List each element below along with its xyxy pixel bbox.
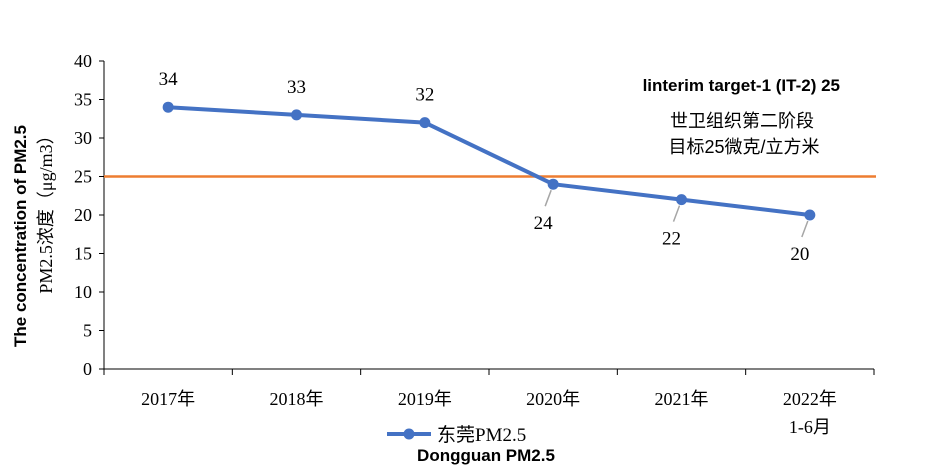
legend-label: 东莞PM2.5 [437, 424, 526, 446]
legend-marker [403, 428, 415, 440]
data-point [291, 109, 302, 121]
x-axis-ticks: 2017年 2018年 2019年 2020年 2021年 2022年 1-6月 [103, 369, 875, 437]
y-tick-label: 30 [74, 128, 92, 148]
reference-line-label-cn-2: 目标25微克/立方米 [668, 137, 819, 157]
data-label: 22 [662, 229, 681, 250]
data-label: 32 [415, 85, 434, 106]
y-tick-label: 5 [83, 321, 92, 341]
data-point [676, 194, 687, 206]
data-label: 20 [790, 244, 809, 265]
y-tick-label: 0 [83, 359, 92, 379]
data-point [804, 209, 816, 221]
reference-line-label: linterim target-1 (IT-2) 25 [643, 76, 840, 95]
y-axis-ticks: 0 5 10 15 20 25 30 35 40 [74, 51, 104, 379]
data-label: 24 [534, 213, 554, 234]
y-tick-label: 20 [74, 205, 92, 225]
series-line [168, 105, 811, 217]
x-tick-label: 2021年 [655, 389, 709, 409]
y-axis-title-line-2: PM2.5浓度（μg/m3） [36, 126, 56, 293]
y-tick-label: 25 [74, 167, 92, 187]
y-tick-label: 35 [74, 90, 92, 110]
data-point [162, 101, 174, 113]
data-label: 33 [287, 77, 306, 98]
data-point [547, 178, 559, 190]
y-tick-label: 15 [74, 244, 92, 264]
legend-sublabel: Dongguan PM2.5 [417, 446, 555, 465]
x-tick-label: 2020年 [526, 389, 580, 409]
data-label-leader [544, 189, 552, 207]
y-tick-label: 40 [74, 51, 92, 71]
reference-line-label-cn: 世卫组织第二阶段 [670, 111, 814, 131]
x-tick-label: 2019年 [398, 389, 452, 409]
series-group [162, 101, 816, 221]
y-tick-label: 10 [74, 282, 92, 302]
y-axis-title: The concentration of PM2.5 PM2.5浓度（μg/m3） [11, 125, 56, 347]
reference-line-group: linterim target-1 (IT-2) 25 世卫组织第二阶段目标25微… [104, 76, 876, 178]
x-tick-label: 2017年 [141, 389, 195, 409]
data-label-leader [672, 205, 681, 222]
data-labels-group: 34 33 32 24 22 20 [159, 69, 810, 265]
data-point [419, 117, 431, 129]
data-label: 34 [159, 69, 179, 90]
x-tick-label: 2022年 1-6月 [783, 389, 837, 437]
x-tick-label: 2018年 [270, 389, 324, 409]
data-label-leader [801, 220, 809, 238]
y-axis-title-line-1: The concentration of PM2.5 [11, 125, 30, 347]
